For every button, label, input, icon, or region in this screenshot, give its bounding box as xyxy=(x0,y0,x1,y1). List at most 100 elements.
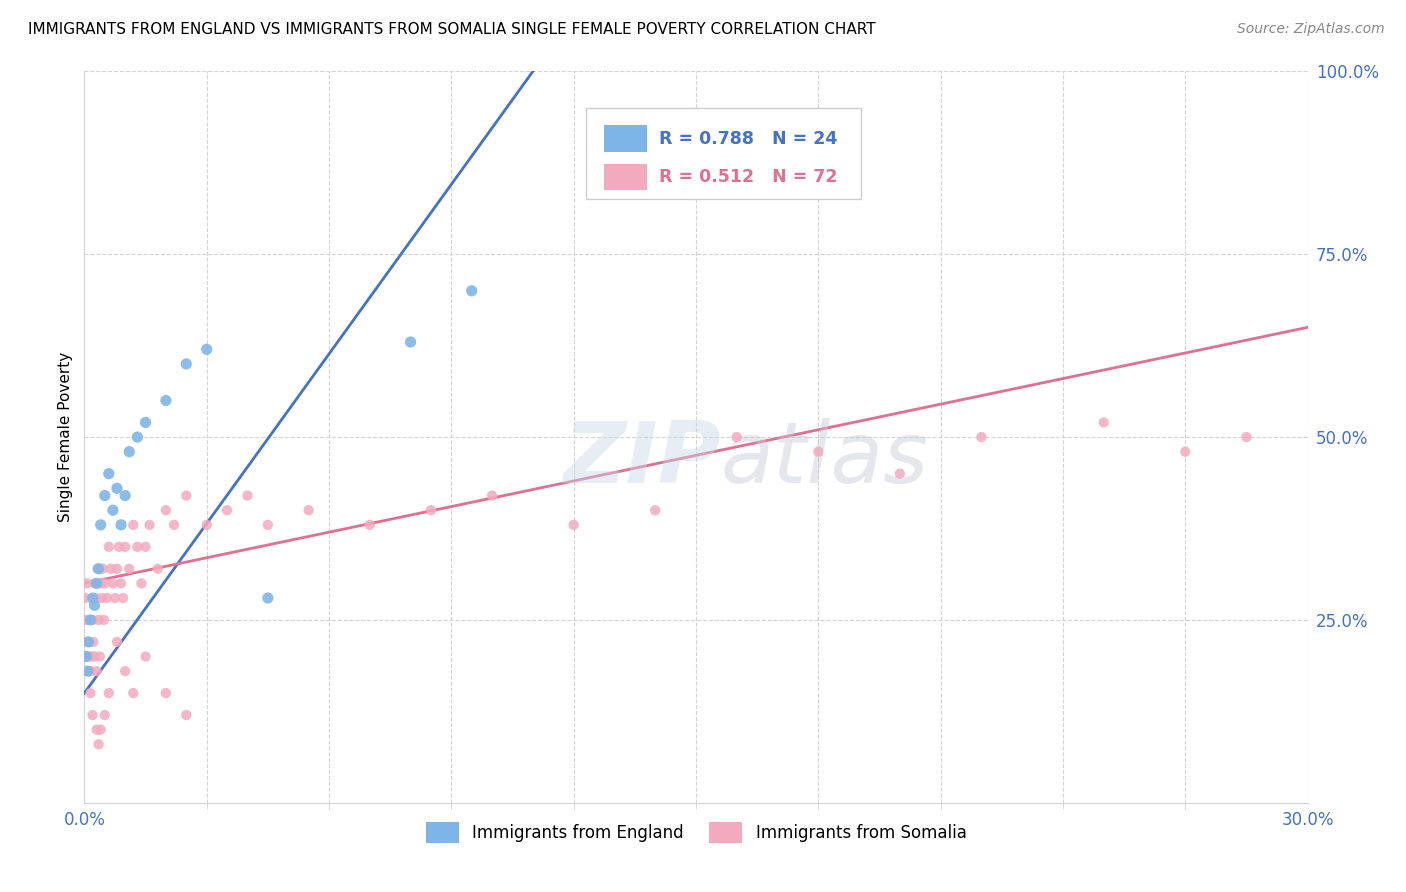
Point xyxy=(90,723,112,737)
Point xyxy=(122,686,145,700)
Text: IMMIGRANTS FROM ENGLAND VS IMMIGRANTS FROM SOMALIA SINGLE FEMALE POVERTY CORRELA: IMMIGRANTS FROM ENGLAND VS IMMIGRANTS FR… xyxy=(28,22,876,37)
Point xyxy=(76,576,98,591)
Point xyxy=(174,357,197,371)
Point xyxy=(93,708,115,723)
Point xyxy=(257,591,280,605)
Point xyxy=(93,489,115,503)
Point xyxy=(90,576,112,591)
Point xyxy=(86,723,108,737)
Point xyxy=(82,613,104,627)
Point xyxy=(90,517,112,532)
Point xyxy=(112,591,135,605)
Point xyxy=(77,664,100,678)
Point xyxy=(155,503,177,517)
Point xyxy=(84,591,107,605)
Point xyxy=(97,467,120,481)
Point xyxy=(122,517,145,532)
Point xyxy=(79,686,101,700)
Point xyxy=(127,540,149,554)
Point xyxy=(807,444,830,458)
Point xyxy=(236,489,259,503)
Point xyxy=(108,540,131,554)
Point xyxy=(114,664,136,678)
Point xyxy=(155,393,177,408)
Point xyxy=(91,562,114,576)
Point xyxy=(101,576,124,591)
Point xyxy=(174,708,197,723)
Point xyxy=(82,708,104,723)
Point xyxy=(82,635,104,649)
Point xyxy=(76,635,98,649)
Text: atlas: atlas xyxy=(720,417,928,500)
Point xyxy=(174,489,197,503)
Point xyxy=(87,613,110,627)
Point xyxy=(79,664,101,678)
Text: R = 0.788   N = 24: R = 0.788 N = 24 xyxy=(659,129,838,147)
Point xyxy=(97,540,120,554)
Point xyxy=(79,613,101,627)
Legend: Immigrants from England, Immigrants from Somalia: Immigrants from England, Immigrants from… xyxy=(419,815,973,849)
Text: ZIP: ZIP xyxy=(562,417,720,500)
Point xyxy=(75,591,97,605)
Point xyxy=(1236,430,1258,444)
Point xyxy=(195,517,218,532)
Point xyxy=(101,503,124,517)
Point xyxy=(399,334,422,349)
Point xyxy=(1174,444,1197,458)
Point xyxy=(118,444,141,458)
Point xyxy=(135,540,157,554)
Point xyxy=(110,576,132,591)
Point xyxy=(77,635,100,649)
Point xyxy=(83,649,105,664)
Point xyxy=(359,517,381,532)
Point xyxy=(76,664,98,678)
Point xyxy=(90,591,112,605)
Point xyxy=(75,613,97,627)
Point xyxy=(127,430,149,444)
Point xyxy=(75,649,97,664)
Point xyxy=(889,467,911,481)
Point xyxy=(146,562,169,576)
Point xyxy=(725,430,748,444)
Point xyxy=(110,517,132,532)
Point xyxy=(86,562,108,576)
Point xyxy=(257,517,280,532)
FancyBboxPatch shape xyxy=(586,108,860,200)
Point xyxy=(83,599,105,613)
Point xyxy=(100,562,122,576)
Point xyxy=(87,737,110,751)
Point xyxy=(1092,416,1115,430)
Point xyxy=(86,576,108,591)
Point xyxy=(138,517,160,532)
Point xyxy=(87,562,110,576)
Point xyxy=(93,613,115,627)
Bar xyxy=(605,126,647,152)
Text: Source: ZipAtlas.com: Source: ZipAtlas.com xyxy=(1237,22,1385,37)
Point xyxy=(97,686,120,700)
Point xyxy=(155,686,177,700)
Point xyxy=(461,284,484,298)
Point xyxy=(970,430,993,444)
Point xyxy=(83,576,105,591)
Point xyxy=(105,635,128,649)
Point xyxy=(114,540,136,554)
Point xyxy=(118,562,141,576)
Point xyxy=(80,649,103,664)
Point xyxy=(481,489,503,503)
Point xyxy=(114,489,136,503)
Point xyxy=(298,503,321,517)
Point xyxy=(135,416,157,430)
Point xyxy=(562,517,585,532)
Point xyxy=(135,649,157,664)
Point xyxy=(105,481,128,495)
Bar xyxy=(605,164,647,190)
Point xyxy=(77,649,100,664)
Point xyxy=(104,591,127,605)
Point xyxy=(89,649,111,664)
Point xyxy=(195,343,218,357)
Point xyxy=(644,503,666,517)
Point xyxy=(420,503,443,517)
Point xyxy=(217,503,239,517)
Point xyxy=(93,576,115,591)
Point xyxy=(131,576,153,591)
